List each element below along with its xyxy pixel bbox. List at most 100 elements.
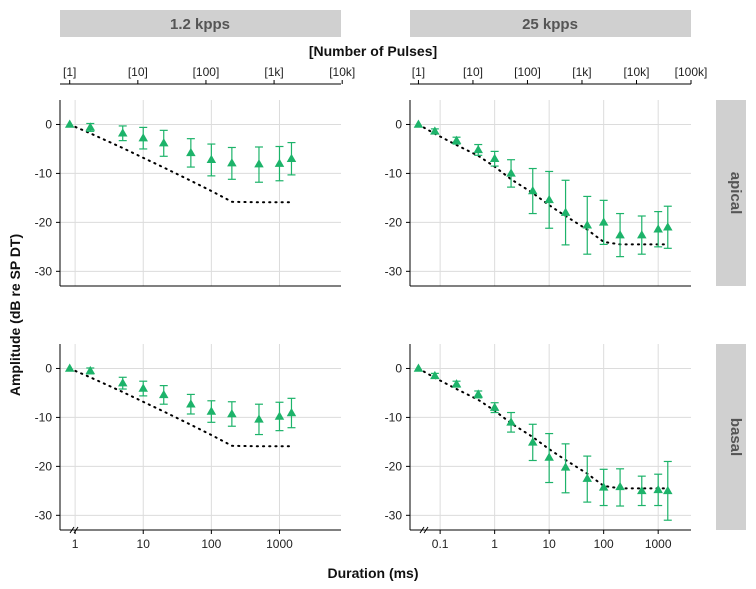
data-point bbox=[138, 383, 148, 392]
data-point bbox=[653, 224, 663, 233]
data-point bbox=[227, 158, 237, 167]
data-point bbox=[85, 122, 96, 131]
top-tick-label: [10k] bbox=[623, 65, 649, 79]
data-point bbox=[413, 363, 424, 372]
row-strip-label: basal bbox=[727, 418, 744, 456]
data-point bbox=[64, 119, 75, 128]
data-point bbox=[527, 186, 538, 195]
axis-break-mark bbox=[419, 526, 425, 534]
top-tick-label: [100k] bbox=[675, 65, 708, 79]
data-point bbox=[206, 154, 217, 163]
y-tick-label: -20 bbox=[385, 215, 403, 229]
row-strip-bg bbox=[716, 100, 746, 286]
data-point bbox=[117, 128, 128, 137]
top-tick-label: [1k] bbox=[572, 65, 591, 79]
y-tick-label: -10 bbox=[35, 166, 53, 180]
data-point bbox=[254, 414, 264, 423]
top-tick-label: [1] bbox=[412, 65, 425, 79]
data-point bbox=[451, 135, 462, 144]
panel-basal-0: 0 -10 -20 -30 1 10 100 1000 bbox=[35, 344, 341, 551]
data-point bbox=[64, 363, 75, 372]
row-strip-label: apical bbox=[727, 172, 744, 215]
x-tick-label: 1000 bbox=[266, 537, 293, 551]
data-point bbox=[615, 481, 625, 491]
data-point bbox=[560, 207, 571, 216]
x-tick-label: 1 bbox=[491, 537, 498, 551]
x-tick-label: 100 bbox=[201, 537, 221, 551]
data-point bbox=[506, 168, 516, 177]
data-point bbox=[430, 370, 440, 380]
data-point bbox=[286, 153, 297, 162]
x-axis-title: Duration (ms) bbox=[328, 565, 419, 581]
data-point bbox=[85, 365, 96, 375]
panel-apical-0: 0 -10 -20 -30 [1] [10] [100] [1k] [10k] bbox=[35, 65, 355, 287]
data-point bbox=[598, 482, 609, 491]
data-point bbox=[451, 379, 462, 388]
data-point bbox=[158, 389, 169, 399]
y-tick-label: 0 bbox=[45, 361, 52, 375]
top-tick-label: [100] bbox=[193, 65, 220, 79]
data-point bbox=[186, 147, 196, 157]
column-strip-label: 25 kpps bbox=[522, 16, 578, 33]
data-point bbox=[473, 389, 483, 398]
data-point bbox=[489, 402, 500, 411]
data-point bbox=[582, 220, 593, 229]
y-tick-label: -20 bbox=[35, 459, 53, 473]
row-strip-bg bbox=[716, 344, 746, 530]
axis-break-mark bbox=[73, 526, 79, 534]
data-point bbox=[274, 158, 285, 167]
top-tick-label: [10] bbox=[463, 65, 483, 79]
axis-break-mark bbox=[69, 526, 75, 534]
data-point bbox=[663, 485, 673, 495]
y-tick-label: -30 bbox=[35, 508, 53, 522]
top-tick-label: [1] bbox=[63, 65, 76, 79]
y-tick-label: -20 bbox=[385, 459, 403, 473]
x-tick-label: 1000 bbox=[645, 537, 672, 551]
top-tick-label: [10k] bbox=[329, 65, 355, 79]
data-point bbox=[598, 217, 609, 226]
y-tick-label: -20 bbox=[35, 215, 53, 229]
data-point bbox=[544, 452, 554, 461]
data-point bbox=[637, 485, 647, 495]
y-tick-label: -30 bbox=[35, 264, 53, 278]
data-point bbox=[117, 378, 128, 387]
x-tick-label: 10 bbox=[542, 537, 556, 551]
data-point bbox=[254, 159, 264, 168]
y-tick-label: 0 bbox=[395, 117, 402, 131]
data-point bbox=[582, 473, 593, 482]
column-strip-label: 1.2 kpps bbox=[170, 16, 230, 33]
data-point bbox=[274, 411, 285, 420]
data-point bbox=[413, 119, 424, 128]
data-point bbox=[227, 408, 237, 418]
x-tick-label: 0.1 bbox=[432, 537, 449, 551]
data-point bbox=[206, 406, 217, 415]
axis-break-mark bbox=[423, 526, 429, 534]
data-point bbox=[430, 126, 440, 135]
data-point bbox=[544, 194, 554, 204]
data-point bbox=[527, 437, 538, 446]
data-point bbox=[615, 230, 625, 239]
y-axis-title: Amplitude (dB re SP DT) bbox=[7, 234, 23, 396]
data-point bbox=[663, 222, 673, 231]
x-tick-label: 1 bbox=[72, 537, 79, 551]
data-point bbox=[560, 462, 571, 471]
data-point bbox=[158, 138, 169, 147]
y-tick-label: -10 bbox=[385, 166, 403, 180]
data-point bbox=[653, 484, 663, 494]
column-strip-bg bbox=[410, 10, 691, 37]
top-tick-label: [1k] bbox=[264, 65, 283, 79]
data-point bbox=[138, 133, 148, 142]
panel-apical-1: 0 -10 -20 -30 [1] [10] [100] [1k] [10k] [100k] bbox=[385, 65, 708, 287]
panels-layer: 0 -10 -20 -30 [1] [10] [100] [1k] [10k] 0 -10 -20 -3… bbox=[35, 65, 708, 551]
y-tick-label: -30 bbox=[385, 264, 403, 278]
data-point bbox=[186, 399, 196, 408]
y-tick-label: -10 bbox=[35, 410, 53, 424]
y-tick-label: 0 bbox=[45, 117, 52, 131]
column-strip-bg bbox=[60, 10, 341, 37]
top-axis-title: [Number of Pulses] bbox=[309, 43, 437, 59]
data-point bbox=[506, 417, 516, 426]
top-tick-label: [100] bbox=[514, 65, 541, 79]
panel-basal-1: 0 -10 -20 -30 0.1 1 10 100 1000 bbox=[385, 344, 691, 551]
x-tick-label: 100 bbox=[594, 537, 614, 551]
